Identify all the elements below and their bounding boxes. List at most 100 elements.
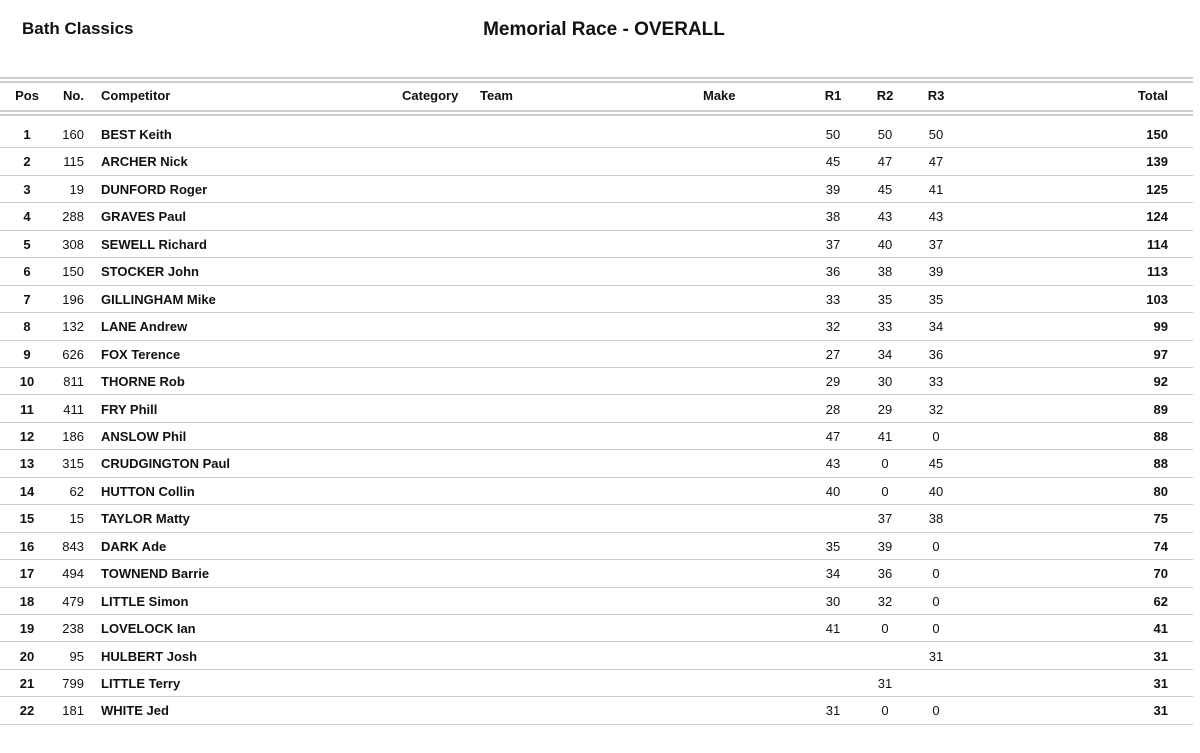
cell-competitor: FOX Terence <box>101 346 181 362</box>
row-divider <box>0 476 1193 478</box>
cell-competitor: DUNFORD Roger <box>101 181 208 197</box>
cell-r1: 47 <box>825 428 841 444</box>
cell-pos: 5 <box>23 236 31 252</box>
col-category: Category <box>402 88 459 103</box>
table-header: Pos No. Competitor Category Team Make R1… <box>0 86 1200 108</box>
cell-r1: 43 <box>825 456 841 472</box>
cell-total: 139 <box>1146 154 1168 170</box>
cell-r2: 34 <box>877 346 893 362</box>
cell-r1: 28 <box>825 401 841 417</box>
cell-r2: 35 <box>877 291 893 307</box>
cell-no: 15 <box>69 511 84 527</box>
row-divider <box>0 394 1193 396</box>
cell-pos: 13 <box>19 456 35 472</box>
cell-total: 62 <box>1153 593 1168 609</box>
table-row: 8 132 LANE Andrew 32 33 34 99 <box>0 313 1200 341</box>
cell-pos: 10 <box>19 374 35 390</box>
cell-r2: 33 <box>877 319 893 335</box>
cell-r3: 32 <box>928 401 944 417</box>
cell-r2: 29 <box>877 401 893 417</box>
cell-r2: 0 <box>881 456 889 472</box>
table-row: 22 181 WHITE Jed 31 0 0 31 <box>0 697 1200 725</box>
cell-r3: 39 <box>928 264 944 280</box>
cell-r2: 40 <box>877 236 893 252</box>
cell-total: 113 <box>1147 264 1168 280</box>
cell-r1: 45 <box>825 154 841 170</box>
cell-r1: 41 <box>825 621 841 637</box>
col-team: Team <box>480 88 513 103</box>
cell-no: 308 <box>62 236 84 252</box>
cell-r2: 45 <box>877 181 893 197</box>
cell-no: 494 <box>62 566 84 582</box>
cell-no: 411 <box>63 401 84 417</box>
cell-no: 95 <box>69 648 84 664</box>
cell-r3: 43 <box>928 209 944 225</box>
cell-r3: 34 <box>928 319 944 335</box>
cell-pos: 4 <box>23 209 31 225</box>
cell-r3: 41 <box>928 181 944 197</box>
cell-r3: 45 <box>928 456 944 472</box>
row-divider <box>0 449 1193 451</box>
table-row: 10 811 THORNE Rob 29 30 33 92 <box>0 368 1200 396</box>
cell-r2: 30 <box>877 374 893 390</box>
cell-total: 150 <box>1146 127 1168 142</box>
table-row: 18 479 LITTLE Simon 30 32 0 62 <box>0 588 1200 616</box>
divider <box>0 77 1193 83</box>
cell-total: 97 <box>1153 346 1168 362</box>
table-row: 11 411 FRY Phill 28 29 32 89 <box>0 396 1200 423</box>
cell-r2: 0 <box>881 621 889 637</box>
cell-total: 114 <box>1147 236 1168 252</box>
cell-pos: 15 <box>19 511 35 527</box>
table-row: 6 150 STOCKER John 36 38 39 113 <box>0 258 1200 286</box>
cell-pos: 7 <box>23 291 31 307</box>
cell-r3: 0 <box>932 566 940 582</box>
cell-no: 479 <box>62 593 84 609</box>
row-divider <box>0 559 1193 561</box>
cell-competitor: DARK Ade <box>101 538 167 554</box>
cell-total: 124 <box>1146 209 1168 225</box>
cell-total: 88 <box>1153 428 1168 444</box>
cell-competitor: LANE Andrew <box>101 319 188 335</box>
table-row: 3 19 DUNFORD Roger 39 45 41 125 <box>0 176 1200 204</box>
row-divider <box>0 421 1193 423</box>
cell-no: 62 <box>69 483 84 499</box>
cell-no: 160 <box>62 127 84 142</box>
col-r3: R3 <box>927 88 945 103</box>
cell-total: 41 <box>1153 621 1168 637</box>
table-row: 17 494 TOWNEND Barrie 34 36 0 70 <box>0 560 1200 588</box>
row-divider <box>0 312 1193 314</box>
cell-competitor: SEWELL Richard <box>101 236 207 252</box>
cell-total: 75 <box>1153 511 1168 527</box>
cell-r1: 35 <box>825 538 841 554</box>
cell-r2: 0 <box>881 703 889 719</box>
cell-r3: 35 <box>928 291 944 307</box>
table-row: 7 196 GILLINGHAM Mike 33 35 35 103 <box>0 286 1200 314</box>
row-divider <box>0 284 1193 286</box>
cell-pos: 6 <box>23 264 31 280</box>
club-name: Bath Classics <box>22 19 134 38</box>
cell-total: 31 <box>1153 703 1168 719</box>
cell-r2: 38 <box>877 264 893 280</box>
table-row: 20 95 HULBERT Josh 31 31 <box>0 643 1200 670</box>
cell-competitor: LITTLE Terry <box>101 676 181 691</box>
row-divider <box>0 504 1193 506</box>
cell-competitor: FRY Phill <box>101 401 158 417</box>
row-divider <box>0 366 1193 368</box>
table-row: 15 15 TAYLOR Matty 37 38 75 <box>0 505 1200 533</box>
cell-no: 186 <box>62 428 84 444</box>
cell-competitor: GRAVES Paul <box>101 209 187 225</box>
col-make: Make <box>703 88 736 103</box>
cell-r1: 38 <box>825 209 841 225</box>
row-divider <box>0 586 1193 588</box>
cell-no: 811 <box>63 374 84 390</box>
col-r1: R1 <box>824 88 842 103</box>
cell-r1: 29 <box>825 374 841 390</box>
cell-pos: 22 <box>19 703 35 719</box>
cell-total: 31 <box>1153 676 1168 691</box>
table-row: 21 799 LITTLE Terry 31 31 <box>0 670 1200 698</box>
cell-r2: 39 <box>877 538 893 554</box>
cell-r2: 0 <box>881 483 889 499</box>
table-row: 5 308 SEWELL Richard 37 40 37 114 <box>0 231 1200 259</box>
cell-pos: 11 <box>20 401 34 417</box>
cell-r3: 0 <box>932 703 940 719</box>
